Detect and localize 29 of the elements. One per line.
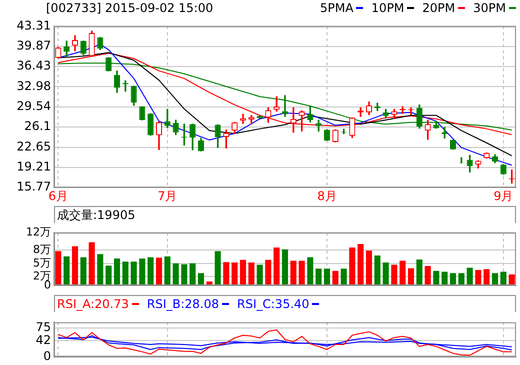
y-tick-label: 0 bbox=[43, 348, 51, 363]
legend-label: 30PM bbox=[473, 1, 506, 15]
legend-label: 20PM bbox=[422, 1, 456, 15]
y-tick-label: 26.1 bbox=[24, 119, 51, 134]
y-tick-label: 19.21 bbox=[16, 160, 51, 174]
x-tick-label: 9月 bbox=[494, 188, 514, 203]
legend-label: RSI_C:35.40 bbox=[237, 297, 310, 311]
legend-label: RSI_A:20.73 bbox=[57, 297, 129, 311]
y-tick-label: 5万 bbox=[33, 256, 51, 270]
y-tick-label: 42 bbox=[36, 332, 51, 347]
y-tick-label: 43.31 bbox=[16, 18, 51, 32]
legend-label: 10PM bbox=[371, 1, 404, 15]
y-tick-label: 29.54 bbox=[16, 99, 51, 114]
y-tick-label: 75 bbox=[36, 320, 51, 334]
y-tick-label: 36.43 bbox=[16, 58, 51, 73]
y-tick-label: 2万 bbox=[33, 269, 51, 282]
legend-label: RSI_B:28.08 bbox=[146, 297, 220, 311]
text: 成交量:19905 bbox=[57, 206, 136, 224]
legend-label: 5PMA bbox=[320, 1, 354, 15]
y-tick-label: 32.98 bbox=[16, 78, 51, 93]
y-tick-label: 8万 bbox=[33, 243, 51, 256]
y-tick-label: 39.87 bbox=[16, 38, 51, 52]
y-tick-label: 12万 bbox=[26, 225, 51, 238]
y-tick-label: 22.65 bbox=[16, 139, 51, 154]
y-tick-label: 15.77 bbox=[16, 180, 51, 194]
x-tick-label: 6月 bbox=[48, 188, 68, 203]
x-tick-label: 8月 bbox=[317, 188, 337, 203]
chart-title: [002733] 2015-09-02 15:00 bbox=[46, 1, 214, 15]
x-tick-label: 7月 bbox=[158, 188, 178, 203]
